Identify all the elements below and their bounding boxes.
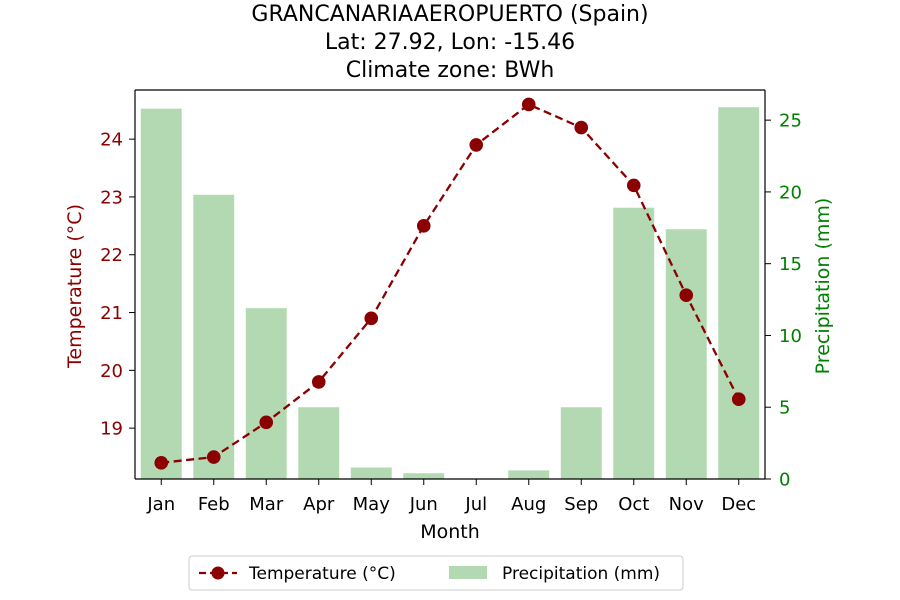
precip-bar-nov [665, 229, 707, 479]
x-axis-ticks: Jan Feb Mar Apr May Jun Jul Aug Sep Oct Nov Dec [146, 479, 756, 515]
temperature-line [161, 103, 740, 464]
left-y-tick-label: 19 [100, 419, 123, 440]
temperature-point-jun [416, 219, 431, 233]
temperature-point-jan [154, 456, 169, 470]
precip-bar-mar [245, 308, 287, 479]
left-y-tick-label: 24 [100, 130, 123, 151]
chart-subtitle-climate: Climate zone: BWh [346, 58, 555, 83]
left-y-axis-label: Temperature (°C) [64, 204, 86, 369]
precip-bar-oct [613, 207, 655, 479]
x-tick-label: Oct [618, 494, 649, 515]
legend-temperature-label: Temperature (°C) [248, 564, 396, 584]
chart-title: GRANCANARIAAEROPUERTO (Spain) [251, 2, 648, 27]
precipitation-bars [140, 107, 760, 479]
x-tick-label: Sep [564, 494, 598, 515]
legend-precipitation-label: Precipitation (mm) [502, 564, 660, 584]
temperature-point-may [364, 311, 379, 326]
temperature-point-jul [469, 138, 484, 152]
precip-bar-feb [193, 194, 235, 479]
precip-bar-jan [140, 108, 182, 479]
right-y-axis-ticks: 0 5 10 15 20 25 [765, 111, 802, 491]
x-tick-label: Jan [146, 494, 175, 515]
x-tick-label: Feb [198, 494, 230, 515]
precip-bar-may [350, 467, 392, 479]
legend-frame [188, 555, 684, 591]
right-y-axis-label: Precipitation (mm) [812, 198, 834, 375]
precip-bar-aug [508, 470, 550, 479]
temperature-point-nov [679, 288, 694, 302]
precip-bar-apr [298, 407, 340, 479]
temperature-point-aug [521, 97, 536, 112]
left-y-tick-label: 20 [100, 361, 123, 382]
left-y-tick-label: 21 [100, 303, 123, 324]
temperature-point-sep [574, 120, 589, 135]
x-tick-label: Jun [409, 494, 438, 515]
precip-bar-jun [403, 473, 445, 479]
x-tick-label: Jul [464, 494, 487, 515]
precip-bar-dec [718, 107, 760, 479]
x-tick-label: Mar [249, 494, 284, 515]
temperature-series [154, 97, 746, 470]
temperature-point-mar [259, 415, 274, 430]
temperature-point-oct [626, 178, 641, 193]
axes [134, 89, 766, 480]
right-y-tick-label: 25 [779, 111, 802, 132]
left-y-axis-ticks: 19 20 21 22 23 24 [100, 130, 135, 440]
right-y-tick-label: 0 [779, 470, 790, 491]
precip-bar-sep [560, 407, 602, 479]
right-y-tick-label: 5 [779, 398, 790, 419]
x-tick-label: Aug [511, 494, 546, 515]
x-tick-label: May [353, 494, 391, 515]
left-y-tick-label: 22 [100, 245, 123, 266]
x-tick-label: Nov [669, 494, 704, 515]
x-axis-label: Month [420, 521, 480, 543]
left-y-tick-label: 23 [100, 187, 123, 208]
temperature-point-dec [731, 392, 746, 407]
temperature-point-feb [206, 450, 221, 464]
legend-precipitation-swatch [449, 566, 487, 579]
temperature-point-apr [311, 375, 326, 389]
right-y-tick-label: 15 [779, 254, 802, 275]
right-y-tick-label: 20 [779, 182, 802, 203]
legend: Temperature (°C) Precipitation (mm) [188, 555, 684, 591]
legend-temperature-marker [211, 566, 225, 580]
x-tick-label: Apr [303, 494, 335, 515]
chart-subtitle: Lat: 27.92, Lon: -15.46 [325, 30, 575, 55]
right-y-tick-label: 10 [779, 326, 802, 347]
x-tick-label: Dec [721, 494, 756, 515]
